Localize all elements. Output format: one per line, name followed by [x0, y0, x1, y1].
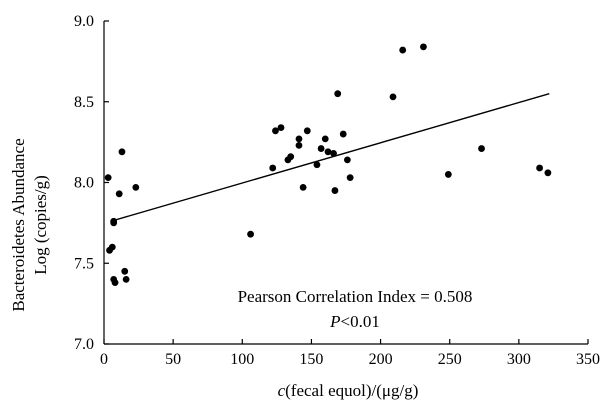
data-point [132, 183, 140, 191]
y-axis-label-line-1: Bacteroidetes Abundance [9, 138, 28, 311]
y-tick-label: 9.0 [74, 13, 94, 30]
y-axis-ticks: 7.0 7.5 8.0 8.5 9.0 [74, 13, 109, 353]
data-point [277, 124, 285, 131]
pearson-annotation: Pearson Correlation Index = 0.508 [238, 287, 473, 306]
trend-line [110, 93, 550, 222]
x-tick-label: 350 [576, 351, 600, 368]
data-point [420, 43, 427, 51]
data-point [536, 164, 543, 172]
data-point [299, 183, 307, 191]
data-point [399, 46, 407, 54]
x-tick-label: 50 [165, 351, 181, 368]
data-point [321, 135, 329, 143]
data-point [108, 243, 116, 251]
y-axis-label-line-2: Log (copies/g) [31, 175, 50, 275]
data-point [343, 156, 351, 164]
x-tick-label: 150 [299, 351, 323, 368]
data-point [317, 145, 325, 152]
data-point [478, 145, 485, 152]
data-point [269, 164, 277, 172]
x-axis-label: c(fecal equol)/(μg/g) [278, 381, 419, 400]
x-tick-label: 200 [369, 351, 393, 368]
data-point [295, 135, 303, 143]
data-point [121, 267, 129, 275]
data-point [115, 190, 123, 198]
x-tick-label: 0 [100, 351, 108, 368]
data-point [122, 276, 130, 283]
y-tick-label: 8.5 [74, 94, 94, 111]
x-axis-ticks: 0 50 100 150 200 250 300 350 [100, 339, 600, 368]
data-point [444, 171, 452, 178]
data-point [331, 187, 339, 194]
data-point [111, 279, 119, 287]
y-tick-label: 7.0 [74, 336, 94, 353]
data-point [346, 174, 354, 182]
data-points [104, 43, 552, 287]
data-point [389, 93, 397, 101]
y-tick-label: 7.5 [74, 255, 94, 272]
data-point [303, 127, 311, 135]
data-point [287, 153, 295, 161]
data-point [339, 130, 347, 138]
p-value-annotation: P<0.01 [329, 312, 380, 331]
data-point [104, 174, 112, 182]
data-point [334, 90, 342, 98]
y-tick-label: 8.0 [74, 175, 94, 192]
x-tick-label: 250 [438, 351, 462, 368]
data-point [295, 141, 303, 149]
x-tick-label: 300 [507, 351, 531, 368]
x-tick-label: 100 [230, 351, 254, 368]
data-point [272, 127, 279, 135]
data-point [313, 161, 321, 169]
data-point [118, 148, 126, 156]
data-point [544, 169, 552, 177]
data-point [330, 150, 337, 157]
data-point [247, 230, 254, 238]
data-point [324, 148, 332, 156]
